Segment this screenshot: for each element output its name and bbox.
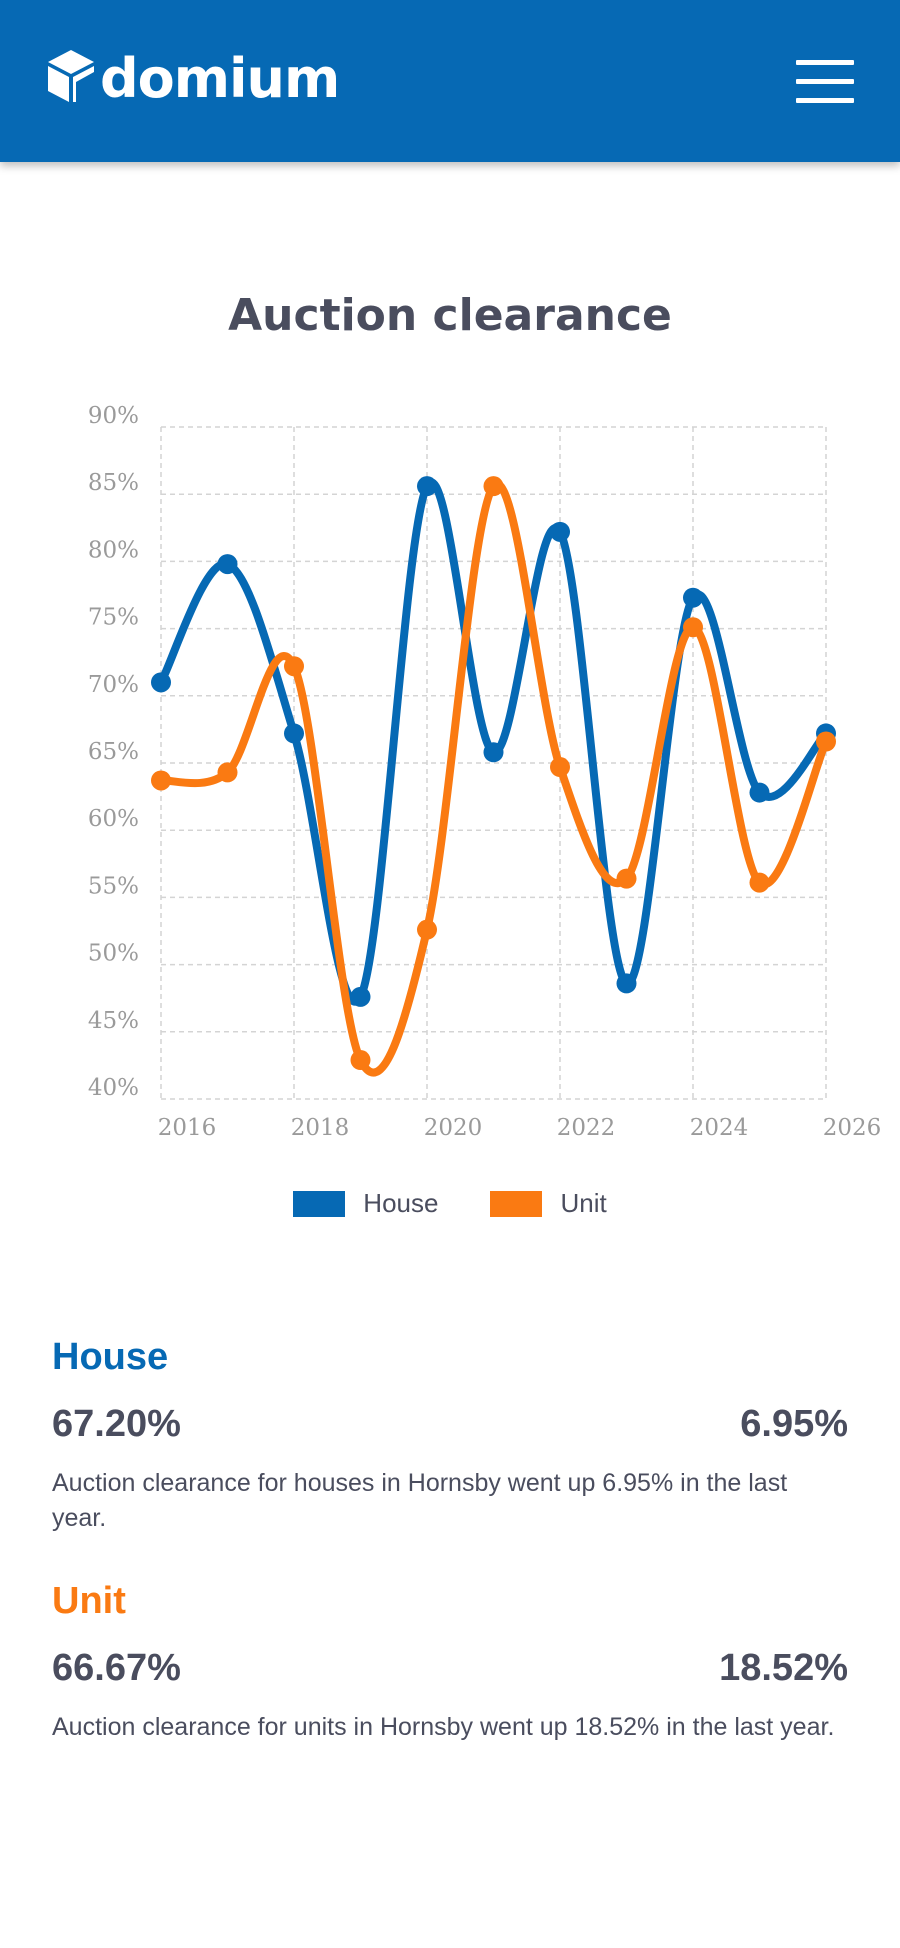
unit-change-value: 18.52%: [719, 1647, 848, 1689]
data-point-house: [683, 587, 703, 608]
legend-swatch-unit: [490, 1190, 543, 1217]
y-tick-label: 80%: [88, 537, 139, 563]
auction-clearance-chart: 40% 45% 50% 55% 60% 65% 70% 75% 80% 85% 90% 2016 201…: [88, 403, 882, 1140]
unit-clearance-value: 66.67%: [52, 1647, 181, 1689]
y-tick-label: 75%: [88, 605, 139, 631]
house-change-value: 6.95%: [740, 1403, 848, 1445]
x-tick-label: 2020: [424, 1115, 483, 1140]
data-point-unit: [217, 762, 238, 783]
unit-stat-description: Auction clearance for units in Hornsby w…: [52, 1713, 835, 1741]
y-tick-label: 65%: [88, 739, 139, 765]
legend-item-unit[interactable]: Unit: [490, 1188, 607, 1219]
data-point-unit: [350, 1050, 371, 1071]
house-stat-description: Auction clearance for houses in Hornsby …: [52, 1469, 788, 1532]
x-tick-label: 2016: [158, 1115, 217, 1140]
data-point-house: [350, 986, 371, 1007]
data-point-house: [417, 476, 437, 497]
x-tick-label: 2024: [690, 1115, 749, 1140]
data-point-unit: [816, 731, 836, 752]
x-tick-label: 2018: [291, 1115, 350, 1140]
logo-cube-icon: [48, 50, 94, 102]
data-point-unit: [749, 872, 770, 893]
legend-label-unit: Unit: [560, 1188, 607, 1218]
data-point-house: [616, 973, 637, 994]
data-point-unit: [683, 617, 703, 638]
legend-label-house: House: [363, 1188, 439, 1218]
brand-name: domium: [100, 47, 340, 110]
chart-title: Auction clearance: [228, 290, 672, 341]
x-tick-label: 2022: [557, 1115, 616, 1140]
y-tick-label: 45%: [88, 1008, 139, 1034]
house-stat-section: House 67.20% 6.95% Auction clearance for…: [52, 1336, 848, 1536]
chart-legend: House Unit: [0, 1188, 900, 1219]
legend-swatch-house: [293, 1190, 346, 1217]
data-point-house: [550, 521, 570, 542]
data-point-house: [749, 782, 770, 803]
x-tick-label: 2026: [823, 1115, 882, 1140]
data-point-house: [151, 672, 171, 693]
y-tick-label: 50%: [88, 941, 139, 967]
data-point-unit: [417, 919, 437, 940]
y-tick-label: 40%: [88, 1075, 139, 1101]
hamburger-menu-icon[interactable]: [796, 60, 854, 104]
y-tick-label: 60%: [88, 806, 139, 832]
brand-logo[interactable]: domium: [46, 47, 340, 110]
series-line-unit: [157, 480, 830, 1077]
legend-item-house[interactable]: House: [293, 1188, 438, 1219]
data-point-house: [284, 723, 304, 744]
house-clearance-value: 67.20%: [52, 1403, 181, 1445]
y-tick-label: 85%: [88, 470, 139, 496]
data-point-house: [217, 554, 238, 575]
app-header: domium: [0, 0, 900, 162]
data-point-unit: [284, 656, 304, 677]
data-point-unit: [483, 476, 504, 497]
data-point-unit: [550, 757, 570, 778]
data-point-unit: [151, 770, 171, 791]
unit-stat-section: Unit 66.67% 18.52% Auction clearance for…: [52, 1580, 848, 1745]
house-stat-title: House: [52, 1336, 169, 1378]
y-tick-label: 90%: [88, 403, 139, 429]
data-point-house: [483, 742, 504, 763]
unit-stat-title: Unit: [52, 1580, 126, 1622]
y-tick-label: 70%: [88, 672, 139, 698]
data-point-unit: [616, 868, 637, 889]
y-tick-label: 55%: [88, 873, 139, 899]
